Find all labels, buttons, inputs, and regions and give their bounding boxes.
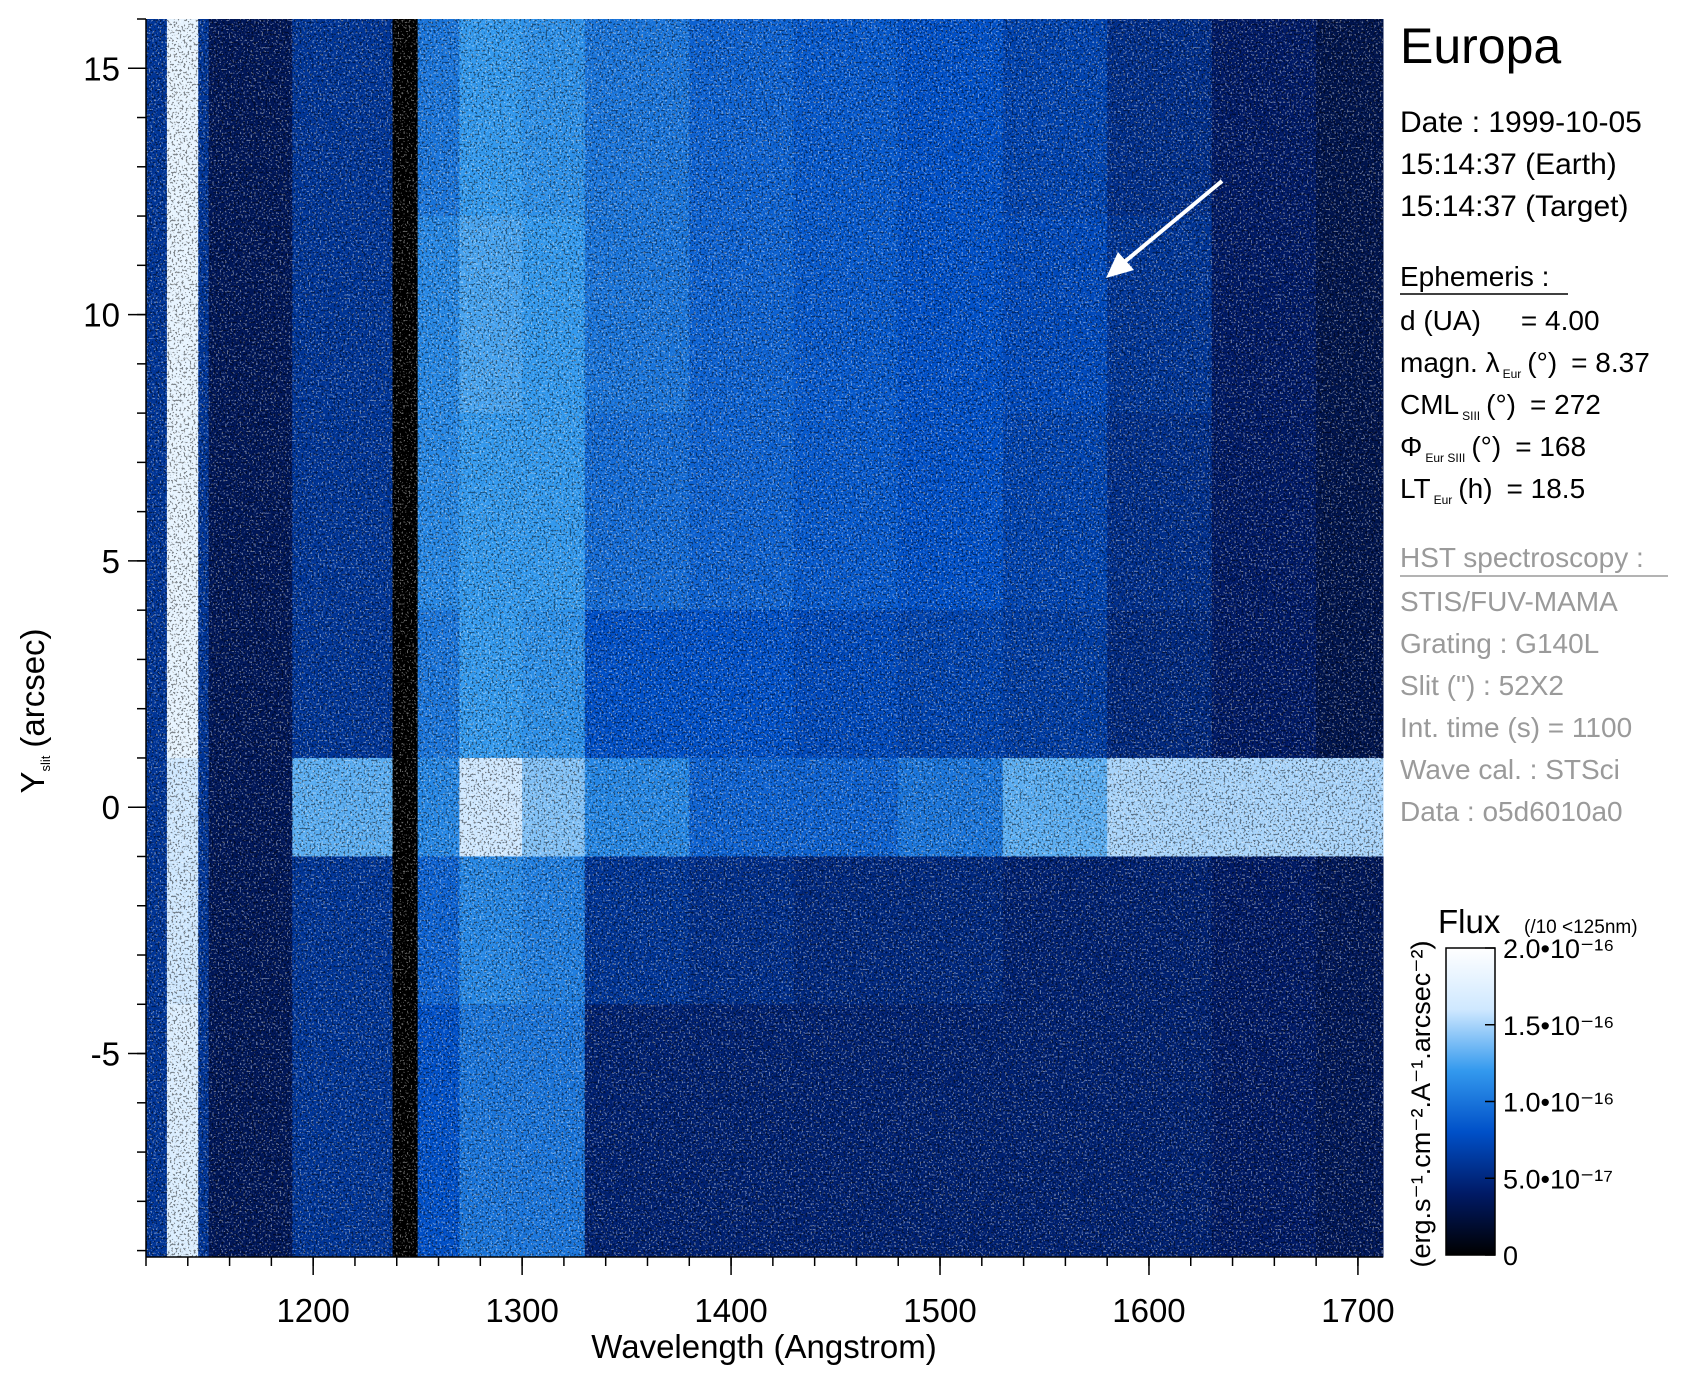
colorbar-tick-label: 1.0•10⁻¹⁶ xyxy=(1503,1088,1614,1118)
x-axis-label: Wavelength (Angstrom) xyxy=(591,1328,936,1365)
colorbar-title: Flux xyxy=(1438,903,1501,940)
panel-title: Europa xyxy=(1400,18,1561,74)
ephemeris-label: LT xyxy=(1400,473,1431,504)
y-tick-label: -5 xyxy=(91,1036,120,1073)
date-line: Date : 1999-10-05 xyxy=(1400,106,1642,139)
arrow-shaft xyxy=(1120,179,1224,266)
x-tick-label: 1200 xyxy=(276,1292,349,1329)
y-label-main: Y xyxy=(14,772,51,794)
hst-row: Grating : G140L xyxy=(1400,628,1599,659)
colorbar-tick-label: 5.0•10⁻¹⁷ xyxy=(1503,1164,1613,1194)
ephemeris-value: = 4.00 xyxy=(1521,305,1600,336)
x-tick-label: 1600 xyxy=(1112,1292,1185,1329)
x-tick-label: 1700 xyxy=(1321,1292,1394,1329)
info-panel: Date : 1999-10-05 15:14:37 (Earth) 15:14:3… xyxy=(1400,106,1668,827)
ephemeris-row: LT Eur (h) = 18.5 xyxy=(1400,473,1585,507)
ephemeris-label: CML xyxy=(1400,389,1459,420)
ephemeris-unit: (°) xyxy=(1527,347,1557,378)
ephemeris-label: d (UA) xyxy=(1400,305,1481,336)
date-line: 15:14:37 (Earth) xyxy=(1400,148,1617,181)
colorbar-tick-label: 2.0•10⁻¹⁶ xyxy=(1503,934,1614,964)
colorbar-gradient xyxy=(1445,947,1496,1256)
y-tick-label: 15 xyxy=(83,50,120,87)
ephemeris-row: d (UA) = 4.00 xyxy=(1400,305,1600,336)
hst-row: Int. time (s) = 1100 xyxy=(1400,712,1632,743)
x-tick-label: 1500 xyxy=(903,1292,976,1329)
y-tick-label: 10 xyxy=(83,297,120,334)
hst-title: HST spectroscopy : xyxy=(1400,542,1644,573)
colorbar-note: (/10 <125nm) xyxy=(1524,917,1638,938)
ephemeris-sub: Eur SIII xyxy=(1425,451,1465,465)
ephemeris-label: Φ xyxy=(1400,431,1422,462)
y-tick-label: 5 xyxy=(102,543,120,580)
x-tick-label: 1400 xyxy=(694,1292,767,1329)
hst-row: STIS/FUV-MAMA xyxy=(1400,586,1618,617)
x-tick-label: 1300 xyxy=(485,1292,558,1329)
ephemeris-row: CML SIII (°) = 272 xyxy=(1400,389,1601,423)
arrow-head xyxy=(1106,252,1134,278)
colorbar-tick-label: 1.5•10⁻¹⁶ xyxy=(1503,1011,1614,1041)
ephemeris-sub: SIII xyxy=(1462,409,1480,423)
y-tick-label: 0 xyxy=(102,789,120,826)
ephemeris-value: = 18.5 xyxy=(1507,473,1586,504)
ephemeris-title: Ephemeris : xyxy=(1400,261,1549,292)
ephemeris-value: = 168 xyxy=(1515,431,1586,462)
ephemeris-sub: Eur xyxy=(1434,493,1453,507)
ephemeris-unit: (h) xyxy=(1458,473,1492,504)
date-line: 15:14:37 (Target) xyxy=(1400,190,1628,223)
y-label-sub: slit xyxy=(38,755,53,771)
ephemeris-label: magn. λ xyxy=(1400,347,1500,378)
speckle-texture xyxy=(146,19,1383,1257)
hst-row: Wave cal. : STSci xyxy=(1400,754,1620,785)
arrow xyxy=(1106,179,1224,278)
colorbar-label: (erg.s⁻¹.cm⁻².A⁻¹.arcsec⁻²) xyxy=(1406,940,1436,1267)
ephemeris-unit: (°) xyxy=(1471,431,1501,462)
hst-row: Data : o5d6010a0 xyxy=(1400,796,1623,827)
colorbar: Flux (/10 <125nm) (erg.s⁻¹.cm⁻².A⁻¹.arcs… xyxy=(1406,903,1638,1271)
ephemeris-sub: Eur xyxy=(1503,367,1522,381)
ephemeris-unit: (°) xyxy=(1486,389,1516,420)
ephemeris-row: Φ Eur SIII (°) = 168 xyxy=(1400,431,1586,465)
colorbar-tick-label: 0 xyxy=(1503,1241,1518,1271)
hst-row: Slit (") : 52X2 xyxy=(1400,670,1564,701)
y-label-rest: (arcsec) xyxy=(14,628,51,747)
y-axis-label: Yslit (arcsec) xyxy=(14,628,53,793)
ephemeris-row: magn. λ Eur (°) = 8.37 xyxy=(1400,347,1650,381)
axes: 1200 1300 1400 1500 1600 1700 -5 0 5 10 15 xyxy=(83,18,1395,1329)
ephemeris-value: = 8.37 xyxy=(1571,347,1650,378)
ephemeris-value: = 272 xyxy=(1530,389,1601,420)
